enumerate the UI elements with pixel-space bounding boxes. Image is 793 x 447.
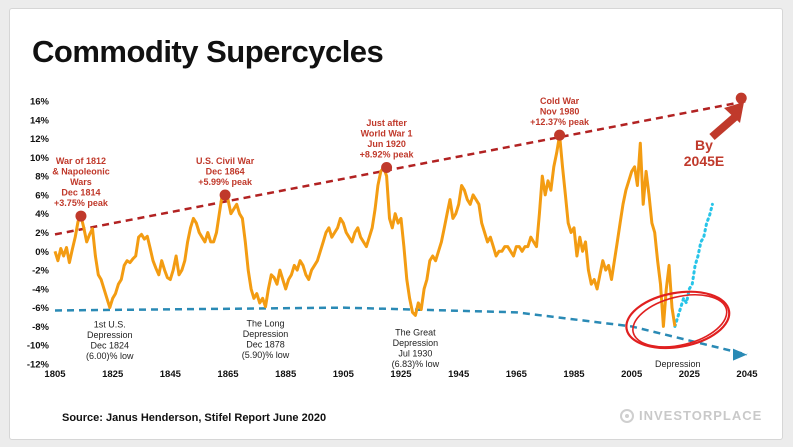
y-tick-label: 14%: [30, 115, 50, 126]
y-tick-label: -12%: [27, 360, 50, 371]
y-tick-label: 6%: [35, 190, 49, 201]
peak-label: Dec 1814: [61, 188, 100, 198]
peak-label: Dec 1864: [206, 167, 245, 177]
x-tick-label: 1845: [160, 369, 182, 380]
trough-label: (5.90)% low: [242, 350, 290, 360]
trough-label: The Great: [395, 327, 436, 337]
peak-label: Nov 1980: [540, 107, 580, 117]
axes: 16% 14% 12% 10% 8% 6% 4% 2% 0% -2% -4% -6% -8% -10% -1…: [27, 97, 758, 381]
x-tick-label: 2045: [736, 369, 758, 380]
source-note: Source: Janus Henderson, Stifel Report J…: [62, 412, 327, 424]
x-tick-label: 1925: [390, 369, 412, 380]
x-tick-label: 2025: [679, 369, 701, 380]
brand-icon: [620, 408, 634, 423]
trough-label: Jul 1930: [398, 348, 432, 358]
forecast-label: By: [695, 137, 713, 153]
peak-label: +3.75% peak: [54, 198, 109, 208]
peak-label: +5.99% peak: [198, 177, 253, 187]
trough-label: 1st U.S.: [94, 320, 126, 330]
x-tick-label: 1985: [563, 369, 585, 380]
trend-lines: [54, 92, 748, 361]
forecast-arrow-head: [724, 102, 744, 123]
peak-label: U.S. Civil War: [196, 156, 255, 166]
y-tick-label: 2%: [35, 228, 49, 239]
forecast-arrow-shaft: [709, 113, 738, 141]
peak-label: & Napoleonic: [52, 167, 110, 177]
page-title: Commodity Supercycles: [32, 34, 384, 69]
y-tick-label: -6%: [32, 303, 49, 314]
upper-trend-line: [54, 99, 748, 236]
x-tick-label: 1885: [275, 369, 297, 380]
trough-label: Dec 1878: [246, 340, 285, 350]
trough-label: Dec 1824: [91, 341, 130, 351]
peak-marker: [381, 162, 393, 174]
y-tick-label: -10%: [27, 341, 50, 352]
x-tick-label: 1965: [506, 369, 528, 380]
projection-line: [673, 202, 714, 328]
x-tick-label: 1865: [217, 369, 239, 380]
trough-label: (6.00)% low: [86, 351, 134, 361]
peak-label: +12.37% peak: [530, 117, 590, 127]
forecast-label: 2045E: [684, 153, 724, 169]
y-tick-label: -2%: [32, 266, 49, 277]
chart-card: [9, 8, 783, 440]
y-tick-label: 8%: [35, 172, 49, 183]
peak-label: Just after: [366, 118, 407, 128]
peak-marker: [75, 210, 87, 222]
brand-name: INVESTORPLACE: [639, 408, 763, 423]
y-tick-label: 0%: [35, 247, 49, 258]
peak-label: +8.92% peak: [360, 150, 415, 160]
y-tick-label: 10%: [30, 153, 50, 164]
series: [53, 133, 714, 328]
commodity-series-line: [53, 133, 677, 328]
trough-label: Depression: [87, 330, 133, 340]
peak-label: Wars: [70, 177, 92, 187]
y-tick-label: -8%: [32, 322, 49, 333]
y-tick-label: -4%: [32, 284, 49, 295]
brand-logo: INVESTORPLACE: [620, 408, 762, 423]
peak-label: Jun 1920: [367, 139, 406, 149]
peak-label: Cold War: [540, 96, 580, 106]
current-trough-label: Depression: [655, 359, 701, 369]
trough-label: Depression: [243, 329, 289, 339]
lower-trend-arrowhead: [733, 348, 747, 361]
highlight-circle: [632, 294, 728, 348]
x-tick-label: 2005: [621, 369, 643, 380]
y-tick-label: 12%: [30, 134, 50, 145]
peak-label: War of 1812: [56, 156, 106, 166]
x-tick-label: 1945: [448, 369, 470, 380]
y-tick-label: 16%: [30, 97, 50, 108]
trough-label: Depression: [393, 338, 439, 348]
upper-trend-end-marker: [735, 92, 747, 104]
x-tick-label: 1825: [102, 369, 124, 380]
trough-label: The Long: [246, 319, 284, 329]
peak-marker: [554, 129, 566, 141]
highlight-circle: [625, 290, 731, 350]
lower-trend-line: [54, 306, 748, 356]
x-tick-label: 1805: [44, 369, 66, 380]
peak-label: World War 1: [361, 129, 413, 139]
y-tick-label: 4%: [35, 209, 49, 220]
x-tick-label: 1905: [333, 369, 355, 380]
peak-marker: [219, 189, 231, 201]
trough-label: (6.83)% low: [392, 359, 440, 369]
